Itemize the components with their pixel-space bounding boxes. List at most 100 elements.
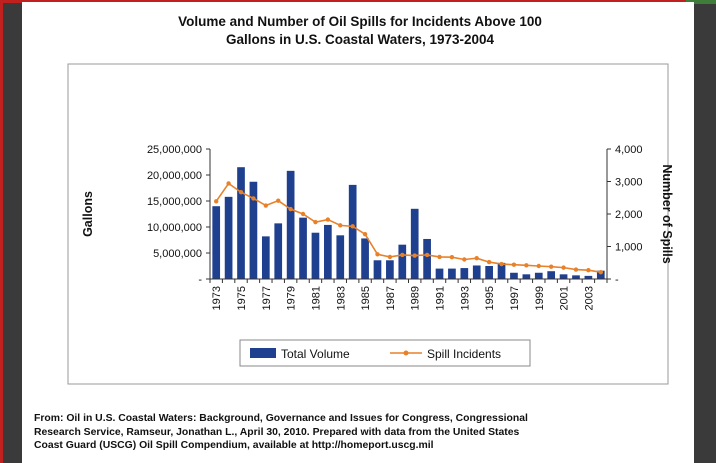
bar-1973 <box>212 206 221 279</box>
bar-1981 <box>311 232 320 279</box>
y2-tick-label: 1,000 <box>615 242 643 254</box>
y-tick-label: 25,000,000 <box>147 144 202 156</box>
spill-point-2002 <box>573 267 579 272</box>
spill-point-1978 <box>276 198 281 203</box>
spill-point-1982 <box>325 217 331 222</box>
volume-bars <box>212 167 605 279</box>
spill-point-1992 <box>449 255 455 260</box>
bar-2002 <box>572 275 580 279</box>
x-tick-label: 1985 <box>360 286 372 310</box>
bar-1997 <box>510 272 518 279</box>
spill-point-1983 <box>338 223 343 228</box>
legend-label-total-volume: Total Volume <box>281 347 350 361</box>
x-tick-label: 1993 <box>459 286 471 310</box>
spill-point-1984 <box>350 224 355 229</box>
x-tick-label: 1973 <box>211 286 223 310</box>
spill-point-1988 <box>400 252 405 258</box>
bar-1993 <box>460 268 469 279</box>
spill-point-2001 <box>561 265 566 270</box>
source-line-3: Coast Guard (USCG) Oil Spill Compendium,… <box>34 440 434 451</box>
spill-incidents-layer <box>214 181 603 275</box>
bar-1994 <box>472 265 481 279</box>
spill-point-1993 <box>462 257 467 262</box>
x-tick-label: 1987 <box>385 286 397 310</box>
spill-point-1975 <box>238 190 244 195</box>
bar-1996 <box>497 262 506 279</box>
spill-point-2000 <box>548 264 554 269</box>
bar-1980 <box>299 217 307 279</box>
y-tick-label: 10,000,000 <box>147 222 202 234</box>
bar-1991 <box>435 268 444 279</box>
source-note: From: Oil in U.S. Coastal Waters: Backgr… <box>34 412 684 453</box>
bar-1990 <box>423 238 431 279</box>
x-tick-label: 1991 <box>435 286 447 310</box>
x-tick-label: 1981 <box>310 286 322 310</box>
spill-point-1986 <box>375 252 380 257</box>
chart-panel: Volume and Number of Oil Spills for Inci… <box>22 2 694 463</box>
spill-point-1994 <box>474 256 479 261</box>
bar-1998 <box>522 274 531 279</box>
spill-point-1974 <box>226 181 231 186</box>
bar-1987 <box>386 260 394 279</box>
spill-point-1998 <box>524 263 529 268</box>
x-tick-label: 1997 <box>509 286 521 310</box>
spill-point-1999 <box>536 263 541 269</box>
legend-label-spill-incidents: Spill Incidents <box>427 347 501 361</box>
left-axis-label: Gallons <box>81 191 95 237</box>
chart: Volume and Number of Oil Spills for Inci… <box>67 14 674 385</box>
chart-title-line-2: Gallons in U.S. Coastal Waters, 1973-200… <box>226 32 495 47</box>
y2-tick-label: - <box>615 274 619 286</box>
spill-point-2003 <box>586 268 591 273</box>
right-axis-ticks: 4,000 3,000 2,000 1,000 - <box>607 144 643 286</box>
bar-1984 <box>348 184 357 279</box>
bar-1983 <box>336 235 345 279</box>
plot-frame <box>67 63 669 385</box>
spill-incidents-line <box>215 182 601 273</box>
spill-point-1979 <box>288 206 293 212</box>
spill-point-1981 <box>313 219 318 225</box>
y-tick-label: 5,000,000 <box>153 248 202 260</box>
bar-1988 <box>398 244 407 279</box>
bar-1975 <box>237 167 245 279</box>
spill-point-1976 <box>251 196 256 201</box>
x-tick-label: 2001 <box>559 286 571 310</box>
spill-point-1977 <box>263 203 269 208</box>
corner-accent <box>686 0 716 4</box>
bar-1985 <box>361 238 369 279</box>
bar-1978 <box>274 223 283 279</box>
bar-1982 <box>324 224 332 279</box>
y2-tick-label: 2,000 <box>615 209 643 221</box>
chart-title-line-1: Volume and Number of Oil Spills for Inci… <box>178 14 542 29</box>
bar-1999 <box>534 272 543 279</box>
bar-1974 <box>224 196 233 279</box>
spill-point-2004 <box>598 269 603 275</box>
bar-1986 <box>373 260 382 279</box>
x-tick-label: 1977 <box>261 286 273 310</box>
y-tick-label: 15,000,000 <box>147 196 202 208</box>
bar-1989 <box>410 208 419 279</box>
x-tick-label: 1983 <box>335 286 347 310</box>
bar-1976 <box>249 181 258 279</box>
spill-point-1987 <box>387 254 393 260</box>
bar-2001 <box>559 274 568 279</box>
bar-2003 <box>584 275 593 279</box>
spill-point-1989 <box>412 253 417 258</box>
spill-point-1973 <box>214 199 219 204</box>
x-axis-ticks: 1973 1975 1977 1979 1981 1983 1985 1987 1989 1991… <box>209 279 608 310</box>
x-tick-label: 1995 <box>484 286 496 310</box>
right-axis-label: Number of Spills <box>660 164 674 263</box>
spill-point-1996 <box>499 261 504 267</box>
y-tick-label: - <box>198 274 202 286</box>
bar-2004 <box>596 270 605 279</box>
legend-swatch-total-volume <box>250 348 276 358</box>
x-tick-label: 1999 <box>534 286 546 310</box>
legend-box <box>239 339 531 367</box>
spill-point-1997 <box>511 262 517 267</box>
y2-tick-label: 4,000 <box>615 144 643 156</box>
x-tick-label: 2003 <box>583 286 595 310</box>
bar-2000 <box>547 271 556 279</box>
spill-point-1995 <box>486 259 492 265</box>
bar-1992 <box>448 268 456 279</box>
bar-1995 <box>485 266 493 279</box>
